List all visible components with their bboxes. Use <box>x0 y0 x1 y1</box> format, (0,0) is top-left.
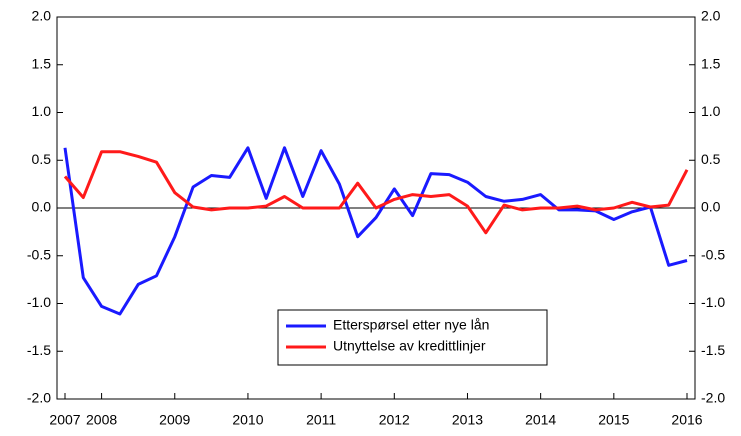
x-tick-label: 2013 <box>452 412 483 428</box>
x-tick-label: 2011 <box>306 412 336 428</box>
x-tick-label: 2016 <box>671 412 702 428</box>
y2-tick-label: -1.0 <box>701 294 725 310</box>
y2-tick-label: 0.5 <box>701 151 721 167</box>
y-tick-label: 2.0 <box>32 8 52 24</box>
y-tick-label: -2.0 <box>27 390 51 406</box>
x-tick-label: 2012 <box>379 412 410 428</box>
x-tick-label: 2015 <box>598 412 629 428</box>
legend-label: Utnyttelse av kredittlinjer <box>333 338 486 354</box>
x-tick-label: 2014 <box>525 412 556 428</box>
x-tick-label: 2007 <box>49 412 80 428</box>
y2-tick-label: 1.5 <box>701 55 721 71</box>
y-tick-label: 1.0 <box>32 103 52 119</box>
y2-tick-label: 0.0 <box>701 199 721 215</box>
y-tick-label: 0.0 <box>32 199 52 215</box>
y-tick-label: 0.5 <box>32 151 52 167</box>
y-tick-label: -1.0 <box>27 294 51 310</box>
y-tick-label: 1.5 <box>32 55 52 71</box>
x-tick-label: 2010 <box>232 412 263 428</box>
y-tick-label: -0.5 <box>27 246 51 262</box>
legend: Etterspørsel etter nye lån Utnyttelse av … <box>277 309 548 366</box>
y2-tick-label: 1.0 <box>701 103 721 119</box>
y-tick-label: -1.5 <box>27 342 51 358</box>
y2-tick-label: -0.5 <box>701 246 725 262</box>
series-line <box>63 146 688 316</box>
y2-tick-label: 2.0 <box>701 8 721 24</box>
legend-box <box>277 309 548 366</box>
x-tick-label: 2009 <box>159 412 190 428</box>
legend-label: Etterspørsel etter nye lån <box>333 317 489 333</box>
x-tick-label: 2008 <box>86 412 117 428</box>
y2-tick-label: -2.0 <box>701 390 725 406</box>
y2-tick-label: -1.5 <box>701 342 725 358</box>
series-line <box>63 150 689 235</box>
